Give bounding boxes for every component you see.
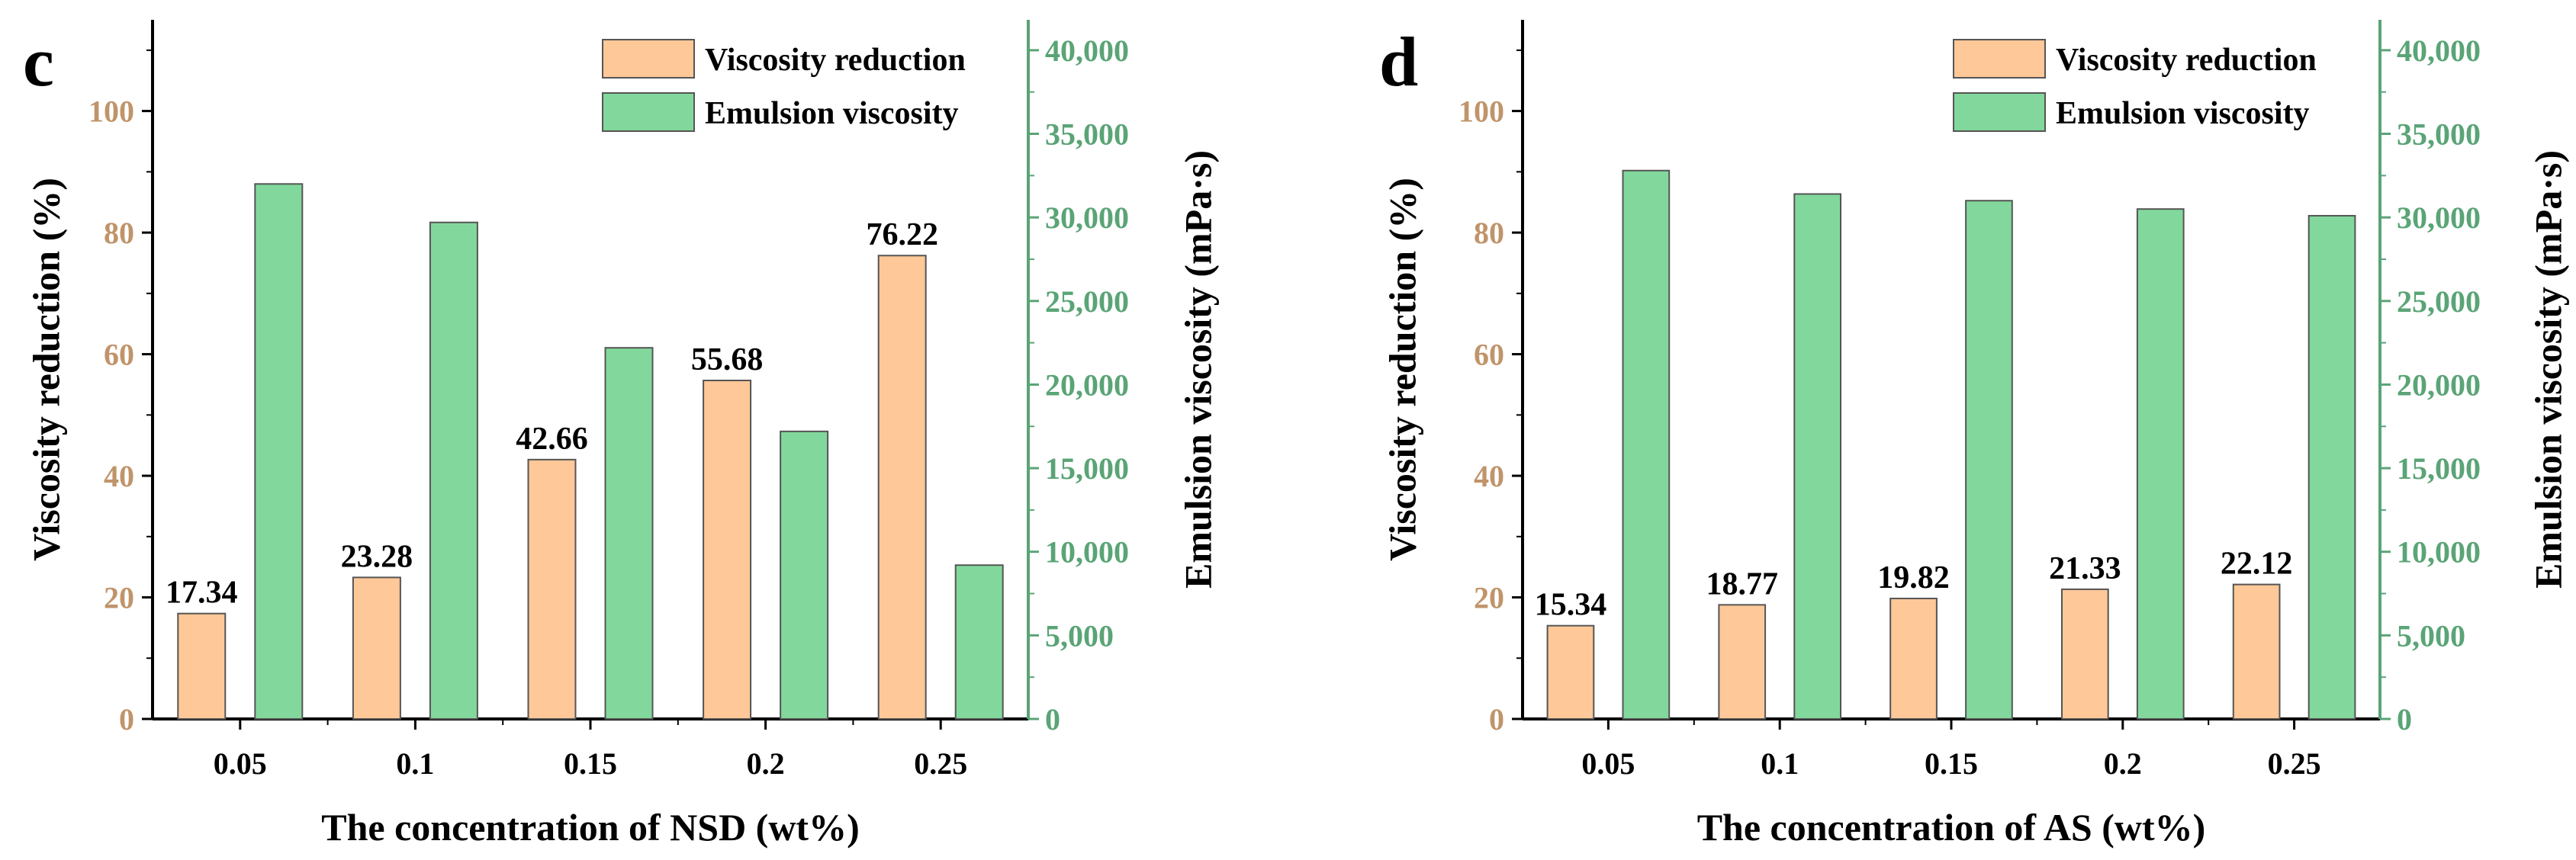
right-tick-label: 10,000 <box>1045 535 1129 570</box>
panel-label: c <box>23 23 54 101</box>
bar-viscosity-reduction <box>527 458 577 720</box>
right-tick-label: 15,000 <box>2397 451 2481 486</box>
left-tick-label: 80 <box>104 216 134 250</box>
right-tick-label: 35,000 <box>1045 117 1129 152</box>
bar-viscosity-reduction <box>1718 604 1767 720</box>
bar-emulsion-viscosity <box>780 430 829 720</box>
right-tick-label: 40,000 <box>1045 34 1129 68</box>
left-tick-label: 60 <box>1474 338 1504 372</box>
left-tick-label: 100 <box>88 95 134 129</box>
panel-c: 0 20 40 60 80 100 0 5,000 10,000 15,000 20,000 25,0… <box>23 20 1220 849</box>
bar-emulsion-viscosity <box>1965 200 2013 720</box>
bar-emulsion-viscosity <box>429 221 478 720</box>
right-tick-label: 40,000 <box>2397 34 2481 68</box>
bar-viscosity-reduction <box>1546 624 1595 720</box>
x-tick-label: 0.05 <box>1581 746 1635 781</box>
right-tick-label: 20,000 <box>2397 367 2481 402</box>
left-axis-title: Viscosity reduction (%) <box>25 178 68 561</box>
legend-swatch-emulsion-viscosity <box>1953 92 2046 132</box>
bar-viscosity-reduction <box>352 576 401 720</box>
data-label-viscosity-reduction: 15.34 <box>1535 588 1607 623</box>
left-tick-label: 80 <box>1474 216 1504 250</box>
bar-viscosity-reduction <box>877 255 927 720</box>
bar-emulsion-viscosity <box>1622 169 1671 720</box>
right-tick-label: 25,000 <box>2397 284 2481 319</box>
x-tick-label: 0.25 <box>914 746 967 781</box>
right-tick-label: 0 <box>1045 702 1060 736</box>
x-tick-label: 0.15 <box>564 746 617 781</box>
right-axis-title: Emulsion viscosity (mPa·s) <box>1177 150 1220 589</box>
left-axis-title: Viscosity reduction (%) <box>1381 178 1424 561</box>
bar-viscosity-reduction <box>2232 583 2281 720</box>
left-tick-label: 60 <box>104 338 134 372</box>
left-tick-label: 20 <box>104 581 134 615</box>
panel-label: d <box>1379 23 1418 101</box>
data-label-viscosity-reduction: 17.34 <box>166 576 238 611</box>
bar-emulsion-viscosity <box>1793 193 1842 720</box>
data-label-viscosity-reduction: 19.82 <box>1877 560 1950 595</box>
bar-emulsion-viscosity <box>254 183 304 720</box>
x-tick-label: 0.05 <box>214 746 267 781</box>
legend-label-viscosity-reduction: Viscosity reduction <box>2056 43 2317 78</box>
x-tick-label: 0.15 <box>1925 746 1978 781</box>
x-tick-label: 0.1 <box>396 746 434 781</box>
legend: Viscosity reduction Emulsion viscosity <box>602 39 966 132</box>
right-tick-label: 20,000 <box>1045 367 1129 402</box>
data-label-viscosity-reduction: 21.33 <box>2049 551 2121 586</box>
right-axis-title: Emulsion viscosity (mPa·s) <box>2527 150 2570 589</box>
bar-emulsion-viscosity <box>2136 208 2185 720</box>
legend-swatch-emulsion-viscosity <box>602 92 695 132</box>
right-tick-label: 25,000 <box>1045 284 1129 319</box>
bar-viscosity-reduction <box>703 380 752 720</box>
x-tick-label: 0.2 <box>2104 746 2142 781</box>
bar-viscosity-reduction <box>2060 588 2109 720</box>
bar-emulsion-viscosity <box>2307 214 2356 720</box>
right-tick-label: 0 <box>2397 702 2412 736</box>
legend-swatch-viscosity-reduction <box>1953 39 2046 79</box>
data-label-viscosity-reduction: 22.12 <box>2221 547 2293 582</box>
x-axis-title: The concentration of NSD (wt%) <box>321 806 859 849</box>
x-axis-title: The concentration of AS (wt%) <box>1697 806 2206 849</box>
right-tick-label: 5,000 <box>1045 618 1114 653</box>
left-tick-label: 40 <box>1474 459 1504 493</box>
left-tick-label: 20 <box>1474 581 1504 615</box>
left-tick-label: 100 <box>1458 95 1504 129</box>
data-label-viscosity-reduction: 76.22 <box>866 217 938 252</box>
right-tick-label: 30,000 <box>1045 201 1129 235</box>
legend-swatch-viscosity-reduction <box>602 39 695 79</box>
left-tick-label: 0 <box>1489 702 1504 736</box>
x-tick-label: 0.2 <box>747 746 785 781</box>
right-tick-label: 30,000 <box>2397 201 2481 235</box>
bar-viscosity-reduction <box>177 612 227 720</box>
data-label-viscosity-reduction: 23.28 <box>341 539 413 574</box>
x-tick-label: 0.1 <box>1761 746 1799 781</box>
data-label-viscosity-reduction: 18.77 <box>1706 566 1778 602</box>
bar-viscosity-reduction <box>1889 597 1938 720</box>
panel-d: 0 20 40 60 80 100 0 5,000 10,000 15,000 20,000 25,0… <box>1379 20 2570 849</box>
data-label-viscosity-reduction: 55.68 <box>691 342 764 377</box>
left-tick-label: 40 <box>104 459 134 493</box>
right-tick-label: 10,000 <box>2397 535 2481 570</box>
right-tick-label: 5,000 <box>2397 618 2465 653</box>
legend-label-emulsion-viscosity: Emulsion viscosity <box>2056 96 2310 131</box>
legend-label-emulsion-viscosity: Emulsion viscosity <box>705 96 959 131</box>
left-tick-label: 0 <box>119 702 134 736</box>
right-tick-label: 35,000 <box>2397 117 2481 152</box>
legend-label-viscosity-reduction: Viscosity reduction <box>705 43 966 78</box>
right-tick-label: 15,000 <box>1045 451 1129 486</box>
bar-emulsion-viscosity <box>954 564 1004 720</box>
legend: Viscosity reduction Emulsion viscosity <box>1953 39 2317 132</box>
x-tick-label: 0.25 <box>2268 746 2321 781</box>
data-label-viscosity-reduction: 42.66 <box>516 422 588 457</box>
bar-emulsion-viscosity <box>604 347 654 720</box>
